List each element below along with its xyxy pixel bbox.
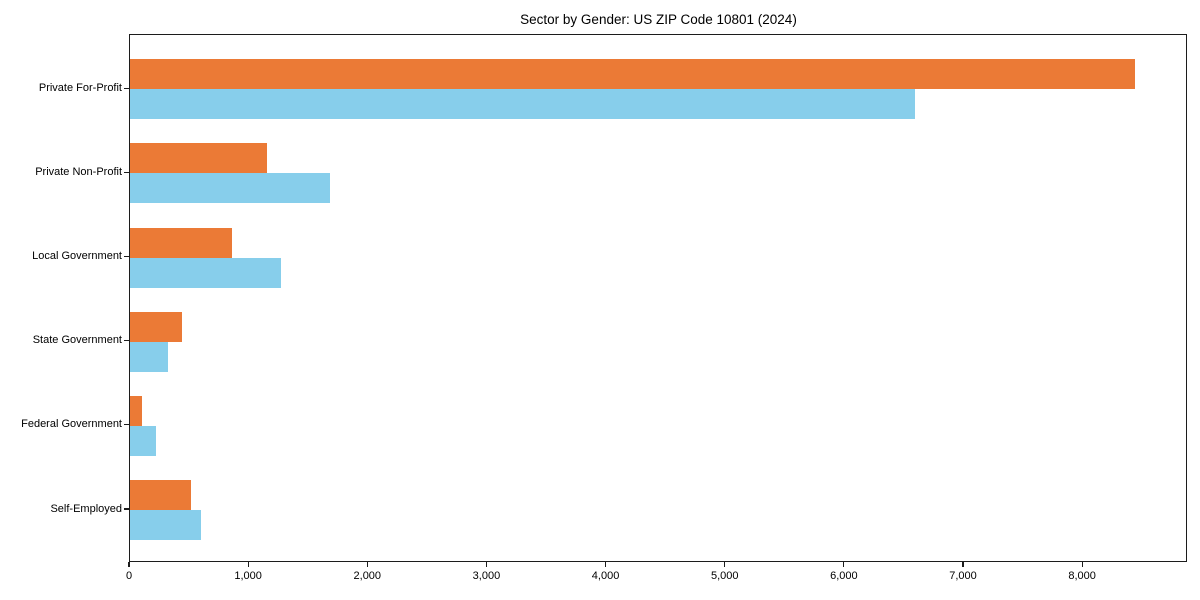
y-tick xyxy=(124,255,129,258)
category-label-state-government: State Government xyxy=(32,334,122,347)
x-tick xyxy=(724,562,726,567)
x-tick xyxy=(485,562,488,567)
x-tick-label-2000: 2,000 xyxy=(353,570,382,582)
x-tick-label-3000: 3,000 xyxy=(472,570,501,582)
y-tick xyxy=(124,87,129,89)
bar-female-private-for-profit xyxy=(130,89,915,120)
category-label-private-for-profit: Private For-Profit xyxy=(38,81,122,94)
bar-row-self-employed xyxy=(130,480,1186,540)
x-tick-label-6000: 6,000 xyxy=(830,570,858,582)
bar-female-federal-government xyxy=(130,425,157,456)
x-tick xyxy=(247,562,249,567)
y-tick xyxy=(124,424,129,426)
x-tick-label-0: 0 xyxy=(125,570,133,582)
x-tick xyxy=(843,562,845,567)
category-label-federal-government: Federal Government xyxy=(21,418,122,431)
x-tick xyxy=(962,562,964,567)
bar-male-local-government xyxy=(130,227,233,258)
x-tick-label-8000: 8,000 xyxy=(1068,570,1096,582)
x-tick xyxy=(128,562,130,567)
y-tick xyxy=(124,508,129,510)
x-tick xyxy=(366,562,368,567)
x-tick-label-4000: 4,000 xyxy=(591,570,620,582)
bar-female-private-non-profit xyxy=(130,173,330,204)
bar-female-self-employed xyxy=(130,510,201,540)
bar-row-local-government xyxy=(130,227,1186,288)
bar-row-state-government xyxy=(130,311,1186,372)
y-tick xyxy=(124,171,129,174)
category-label-local-government: Local Government xyxy=(32,250,122,263)
bar-male-private-non-profit xyxy=(130,143,267,174)
bar-male-self-employed xyxy=(130,480,191,510)
bar-male-federal-government xyxy=(130,395,142,426)
bar-male-state-government xyxy=(130,311,183,342)
x-tick-label-5000: 5,000 xyxy=(710,570,739,582)
bar-row-federal-government xyxy=(130,395,1186,456)
bar-female-state-government xyxy=(130,341,169,372)
x-tick xyxy=(604,562,607,567)
bar-row-private-for-profit xyxy=(130,59,1186,120)
category-label-self-employed: Self-Employed xyxy=(50,502,122,515)
bar-female-local-government xyxy=(130,257,282,288)
x-tick xyxy=(1081,562,1083,567)
x-tick-label-1000: 1,000 xyxy=(234,570,262,582)
chart-title: Sector by Gender: US ZIP Code 10801 (202… xyxy=(520,12,797,27)
y-tick xyxy=(124,340,129,342)
bar-row-private-non-profit xyxy=(130,143,1186,204)
plot-area: Male Female xyxy=(129,34,1187,562)
category-label-private-non-profit: Private Non-Profit xyxy=(35,165,122,178)
bar-male-private-for-profit xyxy=(130,59,1135,90)
x-tick-label-7000: 7,000 xyxy=(949,570,977,582)
